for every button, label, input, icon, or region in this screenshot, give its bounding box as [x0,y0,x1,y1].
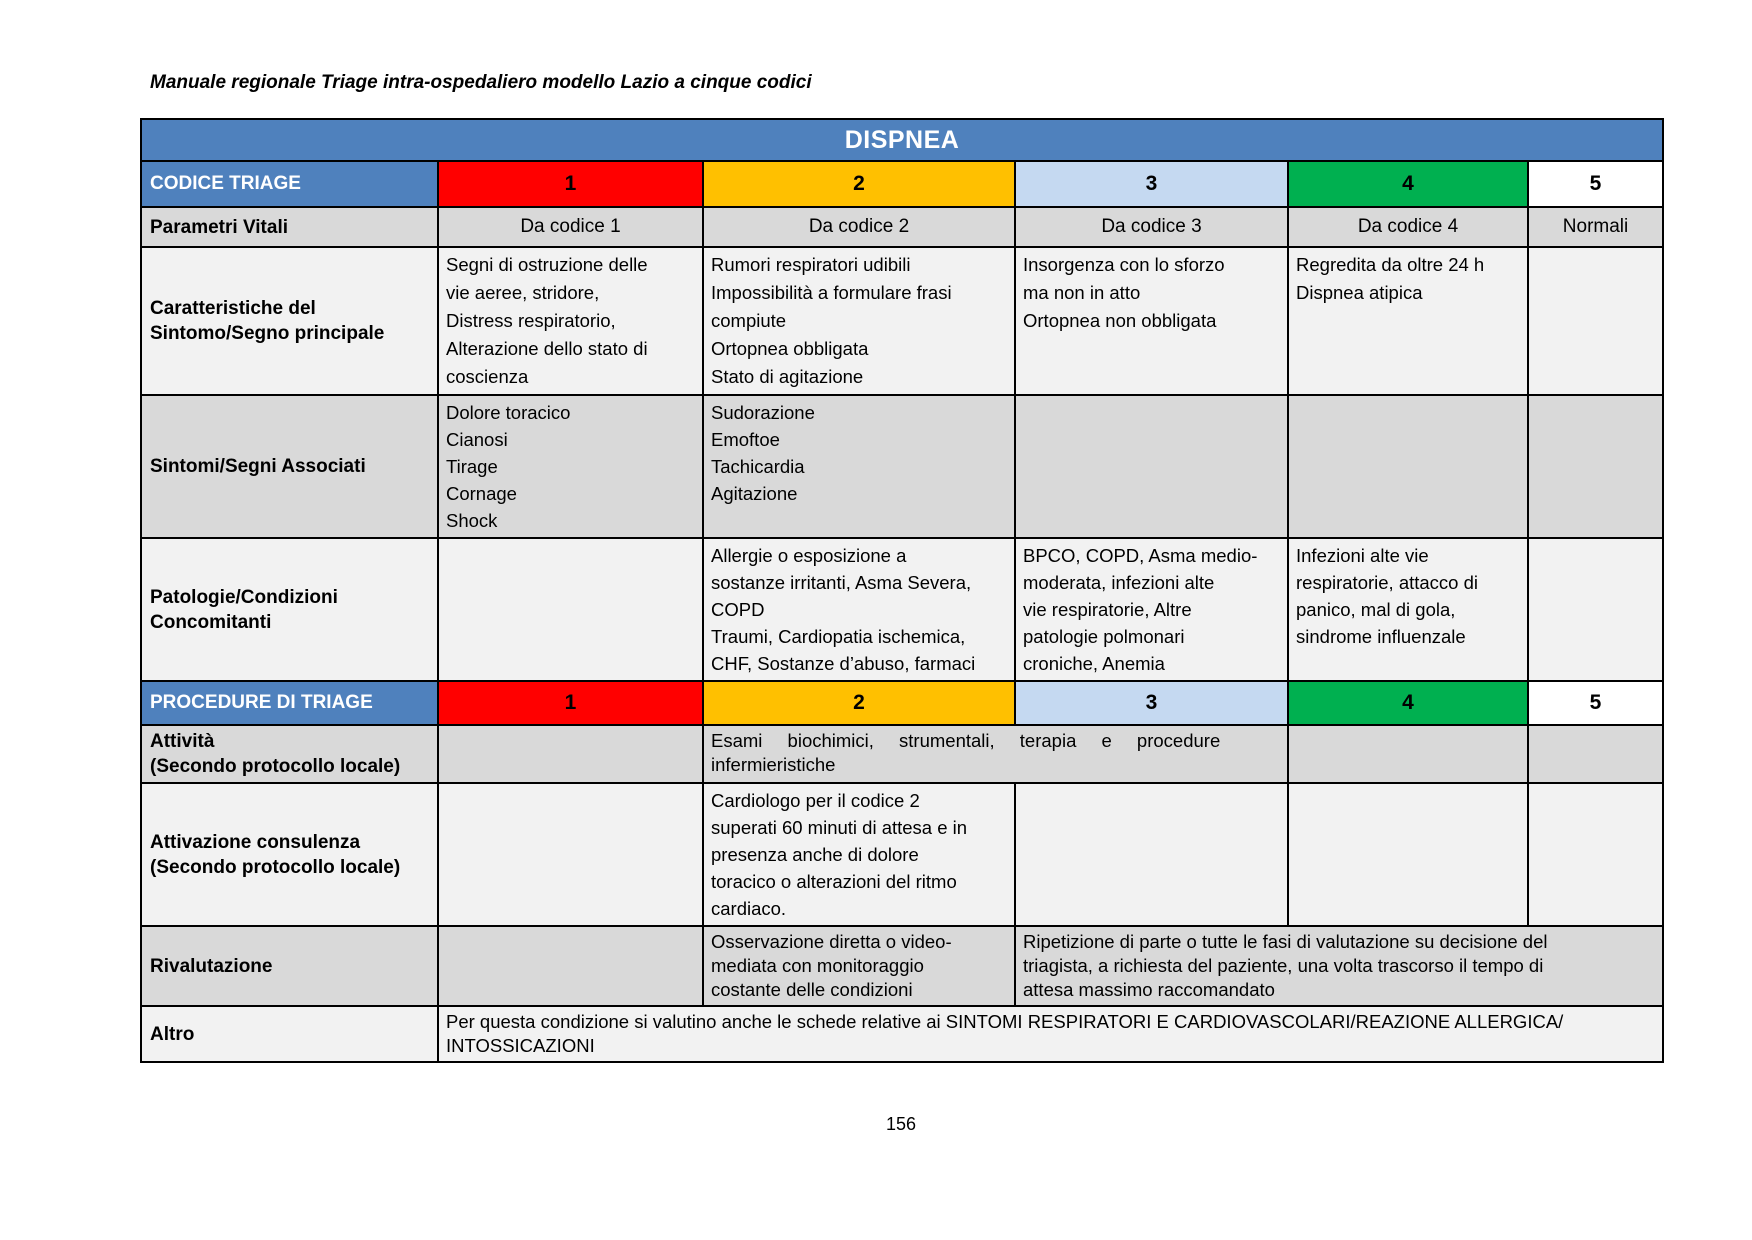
patologie-label: Patologie/Condizioni Concomitanti [140,537,439,682]
codice-triage-label: CODICE TRIAGE [140,160,439,208]
rivalutazione-label: Rivalutazione [140,925,439,1007]
attivita-code5 [1526,724,1665,784]
parametri-vitali-label: Parametri Vitali [140,206,439,248]
parametri-code1: Da codice 1 [437,206,704,248]
caratteristiche-code2: Rumori respiratori udibili Impossibilità… [702,246,1016,396]
attivita-code4 [1287,724,1529,784]
codice-4-cell: 4 [1287,160,1529,208]
parametri-code2: Da codice 2 [702,206,1016,248]
row-title: DISPNEA [139,118,1665,162]
parametri-code3: Da codice 3 [1014,206,1289,248]
caratteristiche-code3: Insorgenza con lo sforzo ma non in atto … [1014,246,1289,396]
sintomi-code4 [1287,394,1529,539]
procedure-4-cell: 4 [1287,680,1529,726]
patologie-code3: BPCO, COPD, Asma medio- moderata, infezi… [1014,537,1289,682]
codice-1-cell: 1 [437,160,704,208]
attivita-code1 [437,724,704,784]
codice-2-cell: 2 [702,160,1016,208]
document-header-note: Manuale regionale Triage intra-ospedalie… [150,72,812,93]
dispnea-triage-table: DISPNEA CODICE TRIAGE 1 2 3 4 5 Parametr… [139,118,1665,1063]
caratteristiche-code5 [1526,246,1665,396]
row-attivita: Attività (Secondo protocollo locale) Esa… [140,724,1665,784]
procedure-1-cell: 1 [437,680,704,726]
attivazione-code3 [1014,782,1289,927]
attivazione-code4 [1287,782,1529,927]
sintomi-code5 [1526,394,1665,539]
procedure-triage-label: PROCEDURE DI TRIAGE [140,680,439,726]
sintomi-code1: Dolore toracico Cianosi Tirage Cornage S… [437,394,704,539]
sintomi-associati-label: Sintomi/Segni Associati [140,394,439,539]
rivalutazione-code3-5-merged: Ripetizione di parte o tutte le fasi di … [1013,925,1665,1007]
caratteristiche-code1: Segni di ostruzione delle vie aeree, str… [437,246,704,396]
page-number: 156 [885,1114,917,1134]
caratteristiche-code4: Regredita da oltre 24 h Dispnea atipica [1287,246,1529,396]
procedure-3-cell: 3 [1014,680,1289,726]
row-codice-triage: CODICE TRIAGE 1 2 3 4 5 [140,160,1665,208]
sintomi-code3 [1014,394,1289,539]
attivazione-code2: Cardiologo per il codice 2 superati 60 m… [702,782,1016,927]
parametri-code4: Da codice 4 [1287,206,1529,248]
parametri-code5: Normali [1526,206,1665,248]
attivazione-code5 [1526,782,1665,927]
attivazione-consulenza-label: Attivazione consulenza (Secondo protocol… [140,782,439,927]
row-procedure-triage: PROCEDURE DI TRIAGE 1 2 3 4 5 [140,680,1665,726]
attivita-code2-3-merged: Esami biochimici, strumentali, terapia e… [702,724,1289,784]
table-title: DISPNEA [139,118,1665,162]
row-patologie: Patologie/Condizioni Concomitanti Allerg… [140,537,1665,682]
caratteristiche-label: Caratteristiche del Sintomo/Segno princi… [140,246,439,396]
codice-3-cell: 3 [1014,160,1289,208]
patologie-code4: Infezioni alte vie respiratorie, attacco… [1287,537,1529,682]
sintomi-code2: Sudorazione Emoftoe Tachicardia Agitazio… [702,394,1016,539]
row-attivazione-consulenza: Attivazione consulenza (Secondo protocol… [140,782,1665,927]
altro-content: Per questa condizione si valutino anche … [436,1005,1665,1063]
patologie-code5 [1526,537,1665,682]
row-sintomi-associati: Sintomi/Segni Associati Dolore toracico … [140,394,1665,539]
procedure-5-cell: 5 [1526,680,1665,726]
codice-5-cell: 5 [1526,160,1665,208]
rivalutazione-code2: Osservazione diretta o video- mediata co… [702,925,1016,1007]
attivazione-code1 [437,782,704,927]
procedure-2-cell: 2 [702,680,1016,726]
rivalutazione-code1 [437,925,704,1007]
patologie-code2: Allergie o esposizione a sostanze irrita… [702,537,1016,682]
altro-label: Altro [140,1005,439,1063]
row-parametri-vitali: Parametri Vitali Da codice 1 Da codice 2… [140,206,1665,248]
row-caratteristiche: Caratteristiche del Sintomo/Segno princi… [140,246,1665,396]
row-altro: Altro Per questa condizione si valutino … [140,1005,1665,1063]
row-rivalutazione: Rivalutazione Osservazione diretta o vid… [140,925,1665,1007]
patologie-code1 [437,537,704,682]
attivita-label: Attività (Secondo protocollo locale) [140,724,439,784]
